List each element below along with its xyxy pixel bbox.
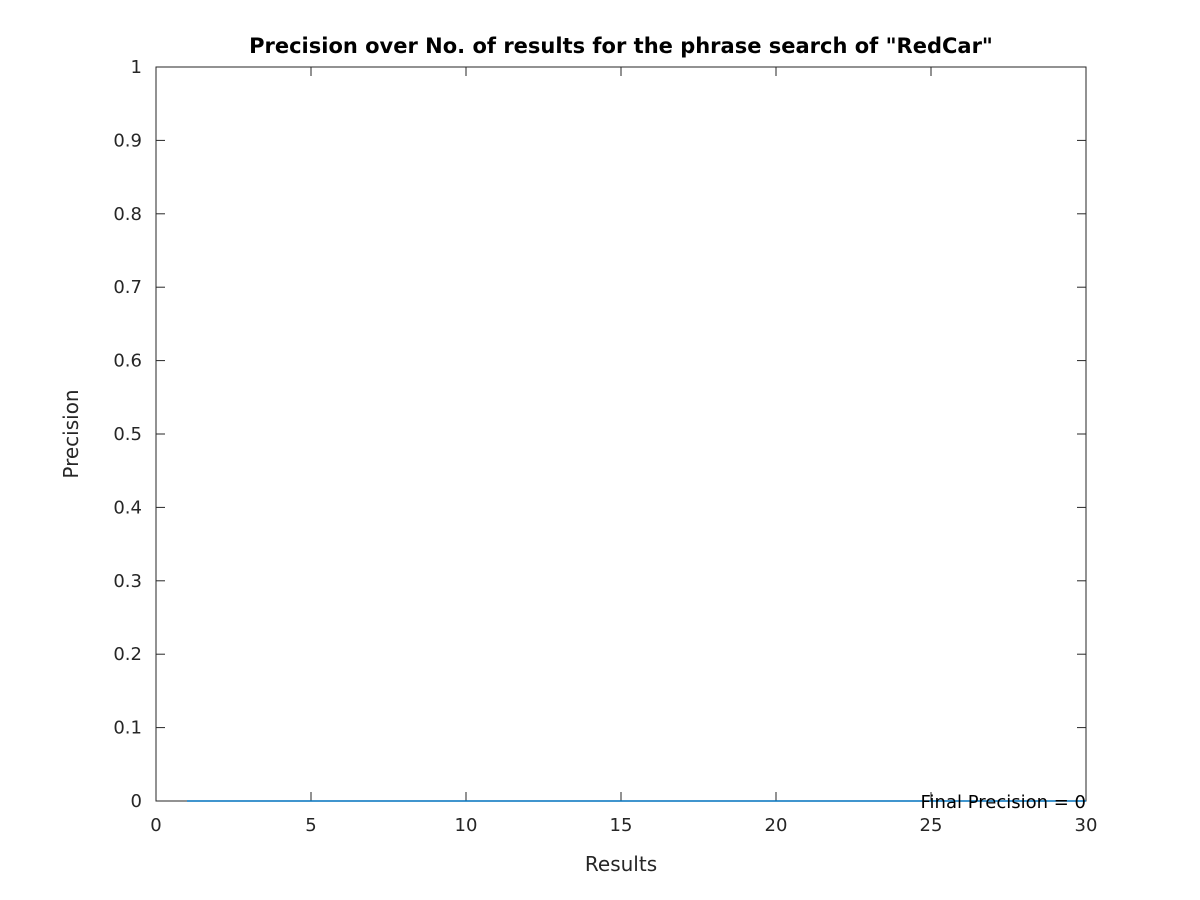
y-tick-label: 0.4 <box>113 497 142 518</box>
y-tick-label: 1 <box>131 57 142 78</box>
y-axis: 0 0.1 0.2 0.3 0.4 0.5 0.6 0.7 0.8 0.9 1 <box>113 57 1086 812</box>
y-tick-label: 0.5 <box>113 424 142 445</box>
x-tick-label: 10 <box>455 815 478 836</box>
chart-title: Precision over No. of results for the ph… <box>249 34 993 58</box>
y-axis-label: Precision <box>59 389 83 478</box>
x-tick-label: 20 <box>765 815 788 836</box>
final-precision-annotation: Final Precision = 0 <box>921 792 1087 813</box>
x-axis: 0 5 10 15 20 25 30 <box>150 67 1097 836</box>
y-tick-label: 0.6 <box>113 351 142 372</box>
x-tick-label: 25 <box>920 815 943 836</box>
y-tick-label: 0.9 <box>113 130 142 151</box>
x-tick-label: 15 <box>610 815 633 836</box>
x-axis-label: Results <box>585 852 657 876</box>
plot-area <box>155 66 1087 802</box>
y-tick-label: 0.8 <box>113 204 142 225</box>
y-tick-label: 0.7 <box>113 277 142 298</box>
y-tick-label: 0 <box>131 791 142 812</box>
x-tick-label: 30 <box>1075 815 1098 836</box>
y-tick-label: 0.2 <box>113 644 142 665</box>
x-tick-label: 5 <box>305 815 316 836</box>
x-tick-label: 0 <box>150 815 161 836</box>
y-tick-label: 0.1 <box>113 718 142 739</box>
y-tick-label: 0.3 <box>113 571 142 592</box>
